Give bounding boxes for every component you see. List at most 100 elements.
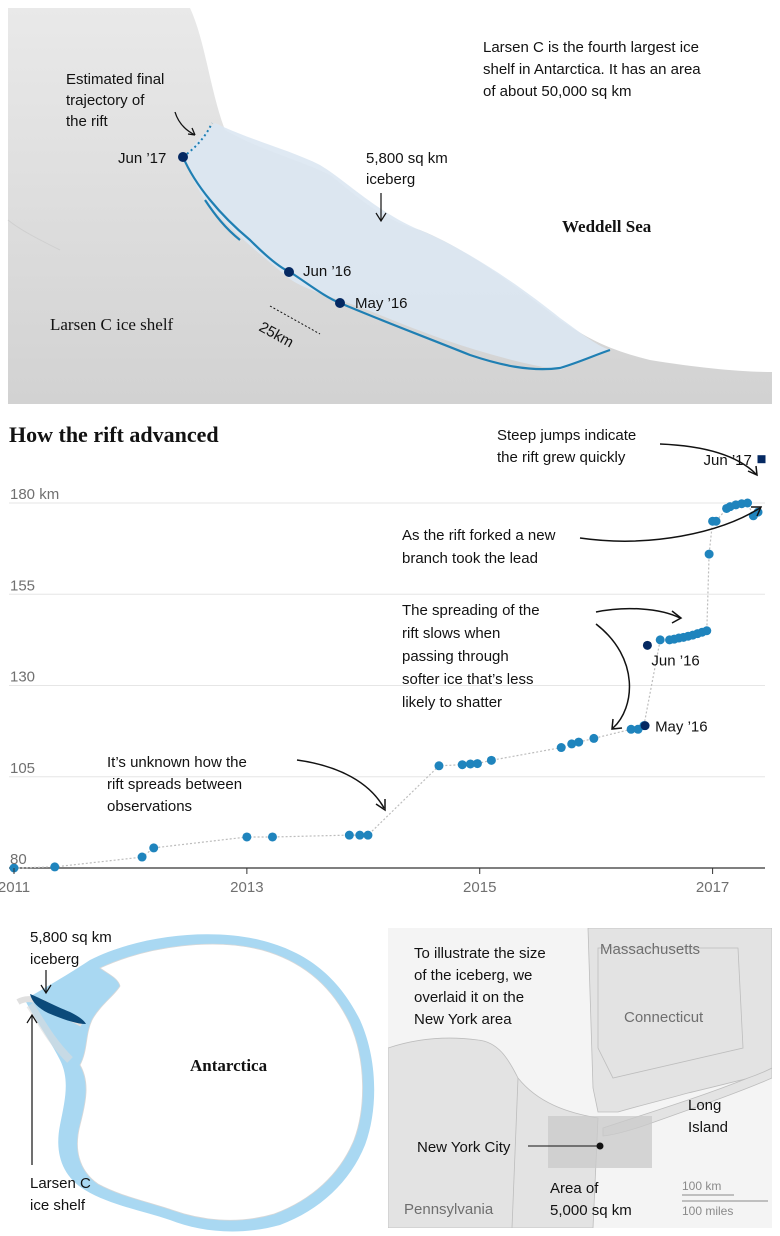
larsen-c-map: Jun ’17 Jun ’16 May ’16 Estimated final … <box>0 0 780 408</box>
data-point <box>457 760 467 770</box>
x-tick-label: 2013 <box>230 879 263 896</box>
arrow-slows-down <box>595 623 631 729</box>
long-island-line-2: Island <box>688 1119 728 1136</box>
long-island-line-1: Long <box>688 1097 721 1114</box>
data-point <box>363 830 373 840</box>
larsen-c-label: Larsen C ice shelf <box>50 315 174 334</box>
scale-km-label: 100 km <box>682 1179 721 1193</box>
highlight-label: Jun ’16 <box>651 652 699 669</box>
ann-unknown-3: observations <box>107 798 192 815</box>
point-jun-16 <box>284 267 294 277</box>
ann-unknown-1: It’s unknown how the <box>107 754 247 771</box>
nyc-marker <box>596 1142 604 1150</box>
connecticut-label: Connecticut <box>624 1009 704 1026</box>
y-tick-label: 80 <box>10 851 27 868</box>
trajectory-line-2: trajectory of <box>66 92 145 109</box>
weddell-sea-label: Weddell Sea <box>562 217 652 236</box>
arrow-unknown <box>296 759 385 809</box>
ant-shelf-line-1: Larsen C <box>30 1175 91 1192</box>
larsen-c-highlight <box>30 994 86 1024</box>
data-point <box>242 832 252 842</box>
data-point <box>574 737 584 747</box>
data-point <box>465 759 475 769</box>
iceberg-line-2: iceberg <box>366 171 415 188</box>
ant-shelf-line-2: ice shelf <box>30 1197 86 1214</box>
ann-forked-2: branch took the lead <box>402 550 538 567</box>
area-line-1: Area of <box>550 1180 599 1197</box>
ann-slows-4: softer ice that’s less <box>402 671 533 688</box>
arrow-forked <box>579 507 761 542</box>
y-tick-label: 155 <box>10 577 35 594</box>
ice-shelf-area <box>8 8 772 404</box>
rift-connector <box>13 502 759 869</box>
antarctica-label: Antarctica <box>190 1056 268 1075</box>
mainland-land <box>388 1037 599 1228</box>
ann-steep-1: Steep jumps indicate <box>497 427 636 444</box>
highlight-point <box>642 640 652 650</box>
data-point <box>355 830 365 840</box>
data-point <box>702 626 712 636</box>
trajectory-arrow <box>174 111 196 136</box>
arrow-steep <box>659 443 757 475</box>
rift-line <box>181 156 611 371</box>
ny-intro-line-3: overlaid it on the <box>414 989 524 1006</box>
ann-slows-3: passing through <box>402 648 509 665</box>
x-tick-label: 2011 <box>0 879 30 896</box>
data-point <box>743 498 753 508</box>
antarctica-map: 5,800 sq km iceberg Antarctica Larsen C … <box>0 920 380 1236</box>
label-may-16: May ’16 <box>355 295 408 312</box>
data-point <box>50 862 60 872</box>
estimated-trajectory <box>182 122 213 158</box>
ant-iceberg-line-2: iceberg <box>30 951 79 968</box>
data-point <box>567 739 577 749</box>
data-point <box>704 549 714 559</box>
data-point <box>655 635 665 645</box>
y-tick-label: 180 km <box>10 486 59 503</box>
ann-slows-5: likely to shatter <box>402 694 502 711</box>
data-point <box>344 830 354 840</box>
y-tick-label: 105 <box>10 760 35 777</box>
arrow-slows-up <box>595 607 681 619</box>
ny-intro-line-1: To illustrate the size <box>414 945 546 962</box>
data-point <box>267 832 277 842</box>
ant-iceberg-line-1: 5,800 sq km <box>30 929 112 946</box>
x-tick-label: 2015 <box>463 879 496 896</box>
data-point <box>434 761 444 771</box>
data-point <box>589 733 599 743</box>
iceberg-line-1: 5,800 sq km <box>366 150 448 167</box>
iceberg-area <box>185 123 610 370</box>
y-tick-label: 130 <box>10 669 35 686</box>
chart-title: How the rift advanced <box>9 422 219 447</box>
ann-slows-1: The spreading of the <box>402 602 540 619</box>
continent-land <box>77 943 363 1221</box>
rift-chart: How the rift advanced May ’16 Jun ’16 Jun … <box>0 408 780 918</box>
highlight-point <box>757 455 766 464</box>
highlight-label: Jun ’17 <box>704 452 752 469</box>
iceberg-overlay <box>548 1116 652 1168</box>
highlight-point <box>640 721 650 731</box>
data-point <box>626 724 636 734</box>
pennsylvania-label: Pennsylvania <box>404 1201 494 1218</box>
x-tick-label: 2017 <box>696 879 729 896</box>
scale-bar <box>269 305 321 335</box>
area-line-2: 5,000 sq km <box>550 1202 632 1219</box>
intro-line-1: Larsen C is the fourth largest ice <box>483 39 699 56</box>
intro-line-2: shelf in Antarctica. It has an area <box>483 61 701 78</box>
massachusetts-label: Massachusetts <box>600 941 700 958</box>
point-jun-17 <box>178 152 188 162</box>
scale-miles-label: 100 miles <box>682 1204 733 1218</box>
ny-intro-line-2: of the iceberg, we <box>414 967 532 984</box>
ann-slows-2: rift slows when <box>402 625 500 642</box>
label-jun-17: Jun ’17 <box>118 150 166 167</box>
data-point <box>711 516 721 526</box>
rift-branch <box>204 199 241 241</box>
point-may-16 <box>335 298 345 308</box>
intro-line-3: of about 50,000 sq km <box>483 83 631 100</box>
data-point <box>137 852 147 862</box>
label-jun-16: Jun ’16 <box>303 263 351 280</box>
data-point <box>556 743 566 753</box>
trajectory-line-1: Estimated final <box>66 71 164 88</box>
ann-steep-2: the rift grew quickly <box>497 449 626 466</box>
highlight-label: May ’16 <box>655 719 708 736</box>
ann-unknown-2: rift spreads between <box>107 776 242 793</box>
